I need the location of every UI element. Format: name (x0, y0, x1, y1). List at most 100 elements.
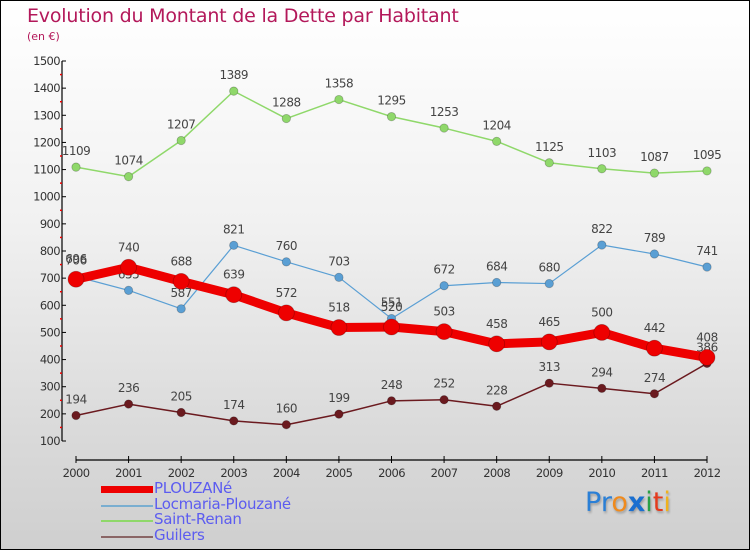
data-point (330, 319, 348, 336)
series-guilers: 194 236 205 174 160 199 248 252 228 313 294 274 386 (65, 340, 718, 430)
x-tick-label: 2005 (325, 466, 352, 480)
y-tick-label: 500 (40, 325, 60, 339)
y-tick-label: 400 (40, 353, 60, 367)
y-tick-label: 1200 (33, 135, 60, 149)
data-point (649, 168, 660, 178)
x-tick-label: 2011 (641, 466, 668, 480)
y-tick-label: 1300 (33, 108, 60, 122)
data-point (229, 86, 239, 96)
data-label: 205 (170, 390, 191, 404)
data-point (649, 389, 660, 399)
data-label: 680 (539, 261, 560, 275)
data-point (176, 407, 186, 418)
data-point (281, 420, 291, 430)
x-tick-label: 2006 (378, 466, 405, 480)
data-point (435, 323, 453, 341)
data-point (123, 285, 134, 295)
data-label: 706 (65, 254, 86, 268)
data-label: 160 (276, 402, 297, 416)
y-tick-label: 600 (40, 298, 60, 312)
data-label: 520 (381, 300, 402, 314)
y-tick-label: 1100 (33, 163, 60, 177)
data-label: 294 (591, 365, 612, 379)
data-point (334, 272, 344, 282)
data-point (544, 278, 554, 289)
data-label: 228 (486, 383, 507, 397)
y-tick-label: 1400 (33, 81, 60, 95)
data-point (597, 383, 607, 393)
data-label: 458 (486, 317, 507, 331)
data-label: 236 (118, 381, 139, 395)
data-label: 503 (433, 305, 454, 319)
data-label: 408 (696, 330, 717, 344)
legend-swatch (101, 520, 153, 522)
legend-swatch (101, 504, 153, 507)
logo-letter: P (585, 487, 601, 518)
data-point (492, 401, 502, 411)
data-label: 1109 (62, 144, 91, 158)
logo-letter: i (663, 487, 671, 518)
data-label: 821 (223, 222, 244, 236)
data-label: 1207 (167, 118, 196, 132)
data-point (71, 410, 81, 421)
data-point (281, 113, 291, 124)
data-point (702, 262, 712, 272)
data-point (383, 318, 400, 336)
x-tick-label: 2010 (588, 466, 615, 480)
data-label: 1125 (535, 140, 564, 154)
legend-label: PLOUZANé (154, 479, 232, 497)
chart-subtitle: (en €) (27, 30, 60, 43)
data-label: 174 (223, 398, 244, 412)
data-point (229, 416, 239, 426)
series-plouzan-: 696 740 688 639 572 518 520 503 458 465 500 442 408 (65, 240, 718, 366)
logo-letter: i (645, 487, 653, 518)
legend-label: Locmaria-Plouzané (154, 494, 291, 513)
data-label: 1253 (430, 105, 459, 119)
data-label: 386 (696, 340, 717, 354)
logo-letter: r (600, 487, 612, 518)
data-label: 572 (276, 286, 297, 300)
data-point (649, 249, 660, 259)
data-point (488, 335, 506, 353)
data-point (492, 136, 502, 146)
logo-letter: x (627, 487, 646, 518)
data-point (225, 286, 243, 304)
data-label: 1095 (693, 148, 722, 162)
data-point (277, 304, 295, 322)
data-label: 252 (433, 377, 454, 391)
data-point (646, 339, 663, 357)
data-point (439, 281, 449, 291)
data-point (67, 270, 85, 288)
data-point (172, 272, 190, 290)
data-point (698, 348, 716, 366)
y-tick-label: 300 (40, 380, 60, 394)
data-label: 672 (433, 263, 454, 277)
data-point (281, 257, 291, 267)
data-label: 696 (65, 252, 86, 266)
data-label: 684 (486, 259, 507, 273)
data-point (439, 123, 449, 133)
data-point (439, 395, 449, 405)
data-point (176, 304, 186, 314)
legend-swatch (101, 486, 153, 493)
data-label: 194 (65, 392, 86, 406)
x-tick-label: 2009 (536, 466, 563, 480)
legend-label: Saint-Renan (154, 510, 242, 528)
data-point (334, 409, 344, 419)
data-label: 1288 (272, 96, 301, 110)
x-tick-label: 2001 (115, 466, 142, 480)
x-tick-label: 2003 (220, 466, 247, 480)
data-label: 688 (170, 254, 191, 268)
data-label: 760 (276, 239, 297, 253)
data-label: 703 (328, 254, 349, 268)
data-point (386, 396, 397, 406)
x-tick-label: 2007 (431, 466, 458, 480)
y-tick-label: 200 (40, 407, 60, 421)
data-point (386, 112, 397, 122)
data-label: 551 (381, 296, 402, 310)
data-point (544, 378, 554, 388)
data-label: 1358 (325, 77, 354, 91)
data-label: 518 (328, 301, 349, 315)
